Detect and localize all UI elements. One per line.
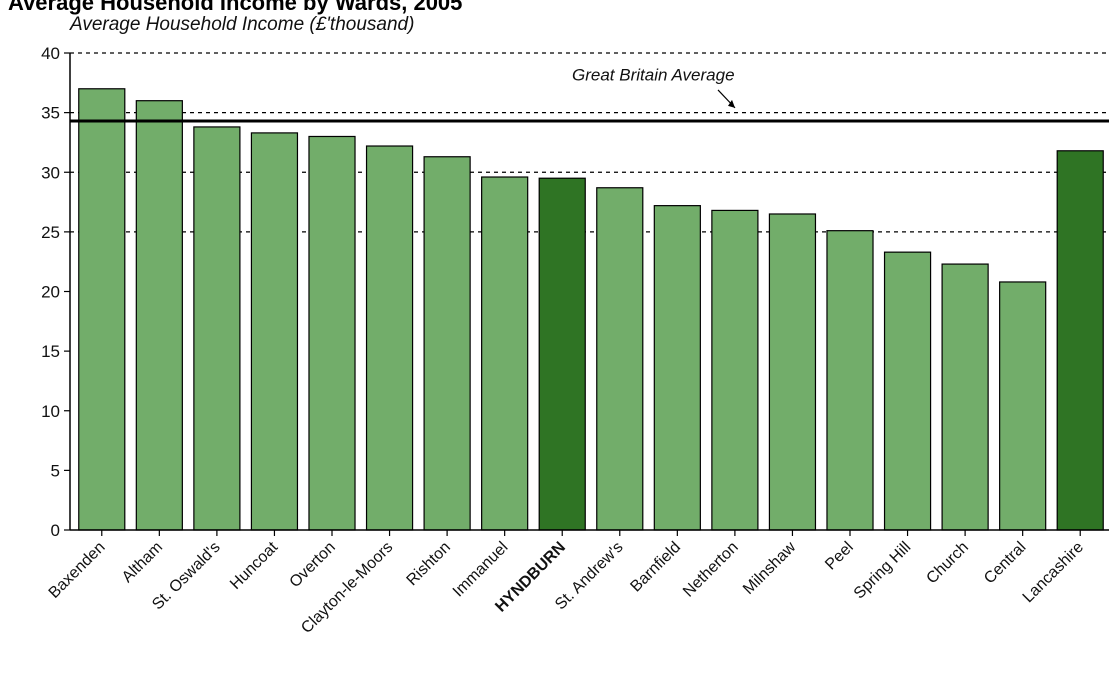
bar <box>999 281 1047 531</box>
bar <box>711 209 759 531</box>
y-tick-label: 40 <box>41 44 60 63</box>
y-tick-label: 30 <box>41 163 60 182</box>
x-category-label: Altham <box>119 539 166 586</box>
chart-subtitle: Average Household Income (£'thousand) <box>69 14 414 35</box>
x-category-label: Lancashire <box>1020 539 1087 606</box>
bar <box>596 187 644 531</box>
bar <box>308 135 356 531</box>
x-category-label: Overton <box>287 539 339 591</box>
x-category-label: Immanuel <box>450 539 512 601</box>
bars-layer <box>78 88 1104 531</box>
grid-layer <box>70 52 1109 233</box>
x-category-label: Huncoat <box>227 538 282 593</box>
bar <box>423 156 471 531</box>
bar <box>365 145 414 531</box>
reference-line-label: Great Britain Average <box>572 65 735 84</box>
y-tick-label: 35 <box>41 104 60 123</box>
bar <box>768 213 817 531</box>
bar <box>941 263 989 531</box>
y-tick-label: 20 <box>41 283 60 302</box>
x-category-label: Milnshaw <box>740 538 799 597</box>
x-category-label: Rishton <box>404 539 454 589</box>
x-category-label: Baxenden <box>46 539 109 602</box>
bar <box>826 230 874 531</box>
x-category-label: Central <box>981 539 1029 587</box>
axis-layer: 0 5 10 15 20 25 30 35 40 <box>41 44 1109 540</box>
bar <box>1056 150 1104 531</box>
bar <box>883 251 932 531</box>
y-tick-label: 0 <box>51 521 60 540</box>
y-tick-label: 5 <box>51 461 60 480</box>
bar <box>78 88 126 531</box>
reference-layer: Great Britain Average <box>70 65 1109 123</box>
y-tick-label: 15 <box>41 342 60 361</box>
bar <box>135 100 183 531</box>
bar <box>193 126 241 531</box>
bar <box>653 205 701 531</box>
x-category-label: Spring Hill <box>851 539 915 603</box>
x-category-label: Barnfield <box>627 539 684 596</box>
y-tick-label: 25 <box>41 223 60 242</box>
y-tick-label: 10 <box>41 402 60 421</box>
bar <box>481 176 529 531</box>
bar <box>250 132 299 531</box>
chart-title: Average Household Income by Wards, 2005 <box>8 0 462 15</box>
bar <box>538 177 586 531</box>
x-category-label: Netherton <box>680 539 742 601</box>
annotation-arrowhead <box>728 99 735 108</box>
x-category-label: Church <box>923 539 971 587</box>
x-category-label: Peel <box>822 539 857 574</box>
